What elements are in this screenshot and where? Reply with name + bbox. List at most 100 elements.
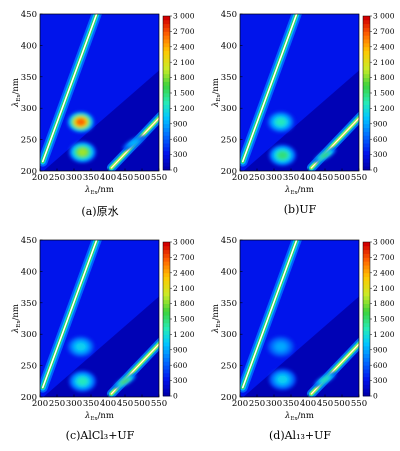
colorbar-segment — [363, 96, 370, 102]
colorbar-tick-label: 2 100 — [173, 58, 195, 67]
colorbar-segment — [163, 81, 170, 86]
colorbar-segment — [363, 123, 370, 129]
colorbar-segment — [363, 357, 370, 362]
colorbar-segment — [163, 292, 170, 297]
fluorescence-peak — [268, 144, 297, 167]
colorbar-segment — [163, 62, 170, 67]
colorbar-segment — [163, 353, 170, 358]
colorbar-segment — [163, 272, 170, 278]
colorbar-tick-label: 1 500 — [373, 315, 395, 324]
colorbar-segment — [363, 143, 370, 148]
x-axis-label: λEx/nm — [284, 185, 314, 196]
colorbar-segment — [163, 376, 170, 381]
panel-caption: (c)AlCl₃+UF — [65, 429, 135, 442]
colorbar-tick-label: 1 200 — [173, 330, 195, 339]
colorbar-segment — [363, 62, 370, 67]
colorbar-tick-label: 2 100 — [173, 284, 195, 293]
colorbar-segment — [163, 27, 170, 32]
colorbar-segment — [163, 372, 170, 378]
x-tick-label: 300 — [66, 399, 82, 409]
x-tick-label: 450 — [117, 399, 133, 409]
colorbar-segment — [163, 89, 170, 94]
colorbar-tick-label: 2 400 — [373, 42, 395, 51]
colorbar-segment — [363, 295, 370, 301]
y-tick-label: 400 — [221, 267, 237, 277]
panel-caption: (b)UF — [283, 203, 317, 216]
panel-caption: (a)原水 — [81, 205, 119, 218]
colorbar-segment — [363, 116, 370, 121]
x-tick-label: 500 — [334, 173, 350, 183]
colorbar-tick-label: 900 — [373, 345, 388, 354]
y-tick-label: 250 — [21, 136, 37, 146]
y-tick-label: 450 — [21, 236, 37, 246]
colorbar-segment — [363, 322, 370, 328]
colorbar-segment — [163, 50, 170, 55]
x-tick-label: 550 — [351, 399, 367, 409]
colorbar-tick-label: 600 — [373, 361, 388, 370]
colorbar-segment — [363, 311, 370, 316]
colorbar-segment — [163, 311, 170, 316]
x-tick-label: 500 — [134, 399, 150, 409]
colorbar-tick-label: 0 — [173, 392, 178, 401]
fluorescence-peak — [266, 111, 295, 134]
colorbar-segment — [163, 146, 170, 152]
colorbar-segment — [363, 27, 370, 32]
colorbar-segment — [363, 31, 370, 36]
axes-frame — [239, 13, 360, 172]
colorbar-segment — [163, 257, 170, 262]
colorbar-segment — [163, 276, 170, 281]
panel-a: 200 250 300 350 400 450 500 550 200 250 300 350 400 4… — [0, 0, 200, 225]
x-tick-label: 250 — [49, 173, 65, 183]
colorbar-tick-label: 3 000 — [373, 238, 395, 247]
y-tick-label: 350 — [221, 73, 237, 83]
colorbar-segment — [163, 166, 170, 171]
colorbar-segment — [163, 338, 170, 343]
colorbar-segment — [363, 392, 370, 397]
colorbar-segment — [363, 388, 370, 393]
colorbar-segment — [363, 73, 370, 78]
x-tick-label: 550 — [151, 399, 167, 409]
x-tick-label: 350 — [283, 173, 299, 183]
x-tick-label: 200 — [32, 399, 48, 409]
colorbar-segment — [163, 288, 170, 293]
colorbar-segment — [363, 330, 370, 335]
plot-area — [40, 240, 159, 397]
colorbar-segment — [163, 100, 170, 105]
x-axis-label: λEx/nm — [84, 185, 114, 196]
colorbar-segment — [163, 334, 170, 339]
colorbar-segment — [163, 23, 170, 28]
colorbar-tick-label: 0 — [373, 392, 378, 401]
fluorescence-peak — [268, 368, 297, 391]
colorbar-segment — [163, 143, 170, 148]
y-tick-label: 200 — [21, 167, 37, 177]
x-tick-label: 550 — [351, 173, 367, 183]
x-tick-label: 300 — [66, 173, 82, 183]
colorbar-segment — [163, 154, 170, 159]
colorbar-segment — [163, 19, 170, 25]
colorbar-segment — [163, 319, 170, 324]
colorbar-segment — [163, 357, 170, 362]
x-tick-label: 200 — [232, 399, 248, 409]
plot-area — [240, 14, 359, 171]
x-tick-label: 200 — [32, 173, 48, 183]
colorbar-segment — [163, 392, 170, 397]
colorbar-segment — [363, 334, 370, 339]
colorbar-segment — [363, 46, 370, 52]
colorbar-tick-label: 900 — [373, 119, 388, 128]
colorbar-segment — [163, 299, 170, 304]
colorbar-segment — [163, 66, 170, 71]
x-tick-label: 450 — [317, 399, 333, 409]
axes-frame — [239, 239, 360, 398]
x-tick-label: 550 — [151, 173, 167, 183]
colorbar-segment — [363, 108, 370, 113]
colorbar-segment — [163, 326, 170, 331]
colorbar-segment — [363, 303, 370, 308]
colorbar-tick-label: 2 700 — [373, 253, 395, 262]
colorbar-segment — [363, 253, 370, 258]
colorbar-segment — [363, 372, 370, 378]
colorbar-tick-label: 1 500 — [373, 89, 395, 98]
colorbar-segment — [163, 96, 170, 102]
colorbar-segment — [363, 376, 370, 381]
x-tick-label: 450 — [117, 173, 133, 183]
x-axis-label: λEx/nm — [284, 411, 314, 422]
